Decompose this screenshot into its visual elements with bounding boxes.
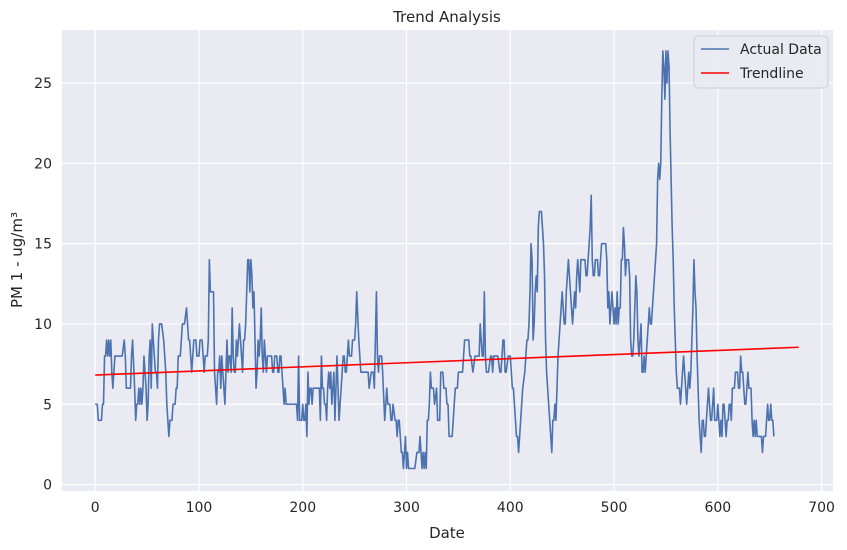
y-tick-label: 10 [34, 317, 52, 333]
y-tick-label: 25 [34, 76, 52, 92]
x-tick-label: 600 [704, 500, 731, 516]
legend: Actual Data Trendline [693, 35, 829, 89]
legend-label-actual-data: Actual Data [740, 42, 822, 58]
x-tick-label: 200 [289, 500, 316, 516]
chart-title: Trend Analysis [392, 8, 501, 26]
x-tick-label: 300 [393, 500, 420, 516]
y-tick-label: 5 [43, 397, 52, 413]
x-tick-labels: 0 100 200 300 400 500 600 700 [91, 500, 835, 516]
y-tick-label: 20 [34, 156, 52, 172]
x-tick-label: 400 [497, 500, 524, 516]
x-tick-label: 500 [601, 500, 628, 516]
x-axis-label: Date [429, 524, 465, 542]
series-line-trendline [95, 346, 799, 376]
x-tick-label: 700 [808, 500, 835, 516]
y-axis-label: PM 1 - ug/m³ [8, 212, 26, 308]
legend-label-trendline: Trendline [739, 66, 804, 82]
x-tick-label: 100 [186, 500, 213, 516]
series-line-actual-data [95, 50, 775, 470]
y-tick-label: 15 [34, 237, 52, 253]
series-layer [95, 50, 799, 470]
y-tick-labels: 0 5 10 15 20 25 [34, 76, 52, 494]
y-tick-label: 0 [43, 478, 52, 494]
plot-background [62, 30, 833, 491]
x-tick-label: 0 [91, 500, 100, 516]
